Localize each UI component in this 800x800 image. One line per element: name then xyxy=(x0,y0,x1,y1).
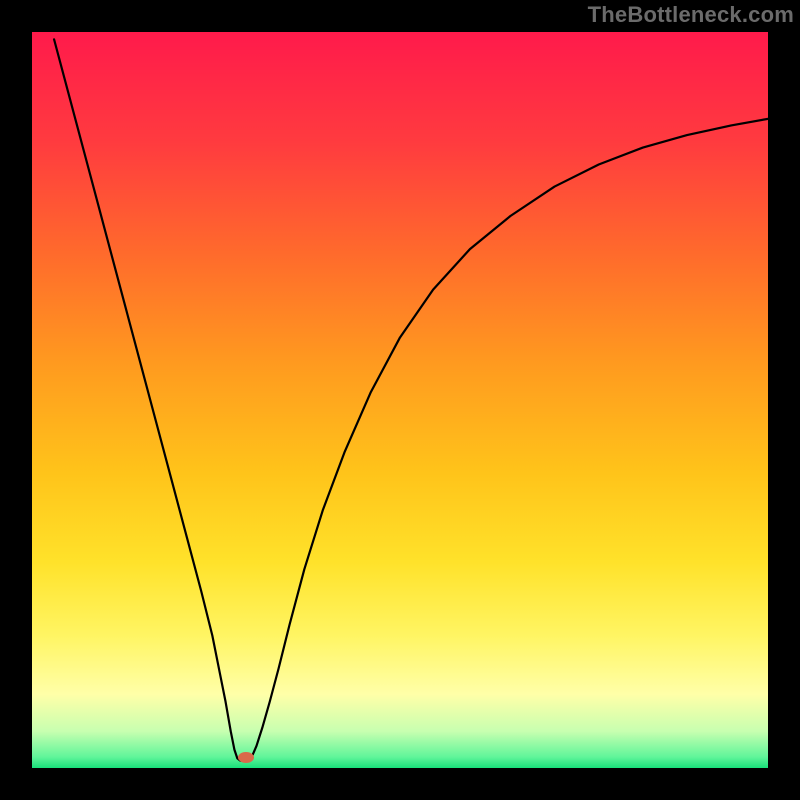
chart-container: TheBottleneck.com xyxy=(0,0,800,800)
curve xyxy=(32,32,768,768)
watermark-text: TheBottleneck.com xyxy=(588,0,800,28)
plot-area xyxy=(32,32,768,768)
